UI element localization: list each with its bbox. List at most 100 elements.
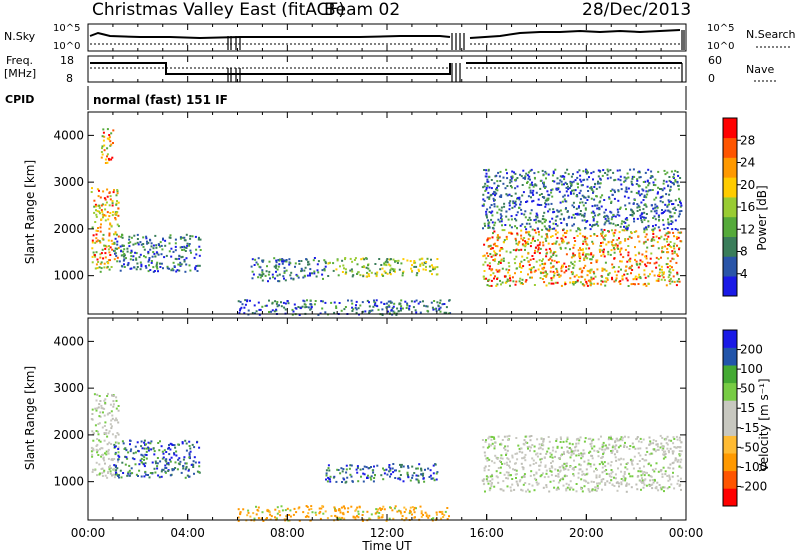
power-echo-cell (443, 303, 446, 305)
power-echo-cell (368, 311, 371, 314)
power-echo-cell (671, 228, 674, 231)
power-echo-cell (597, 180, 599, 183)
nsky-line (89, 29, 681, 40)
power-echo-cell (590, 172, 593, 175)
power-echo-cell (673, 247, 676, 250)
velocity-echo-cell (554, 474, 557, 477)
velocity-echo-cell (554, 450, 557, 453)
velocity-echo-cell (354, 518, 357, 521)
power-echo-cell (647, 220, 650, 223)
power-echo-cell (636, 179, 639, 182)
velocity-echo-cell (378, 516, 381, 519)
power-echo-cell (258, 308, 261, 311)
power-echo-cell (600, 205, 603, 208)
power-echo-cell (170, 269, 173, 272)
power-echo-cell (582, 240, 585, 243)
velocity-echo-cell (543, 476, 546, 479)
velocity-echo-cell (563, 453, 565, 455)
velocity-echo-cell (246, 514, 249, 517)
velocity-echo-cell (544, 465, 547, 468)
velocity-echo-cell (100, 455, 103, 458)
velocity-echo-cell (506, 485, 509, 488)
power-echo-cell (673, 212, 676, 215)
power-echo-cell (660, 188, 663, 190)
power-echo-cell (170, 255, 173, 258)
power-echo-cell (668, 200, 671, 203)
power-echo-cell (526, 182, 528, 184)
power-echo-cell (186, 242, 189, 245)
velocity-echo-cell (422, 472, 425, 475)
velocity-echo-cell (356, 466, 359, 469)
power-echo-cell (135, 257, 138, 260)
power-echo-cell (485, 172, 488, 175)
velocity-echo-cell (517, 444, 520, 447)
velocity-echo-cell (286, 507, 289, 510)
power-echo-cell (93, 211, 96, 214)
velocity-echo-cell (486, 480, 489, 483)
power-echo-cell (619, 207, 621, 210)
power-echo-cell (495, 188, 497, 191)
power-echo-cell (92, 251, 95, 254)
power-echo-cell (593, 212, 596, 215)
velocity-echo-cell (422, 474, 424, 477)
power-echo-cell (579, 210, 582, 212)
power-echo-cell (259, 308, 262, 311)
power-echo-cell (586, 185, 589, 188)
velocity-echo-cell (383, 472, 386, 475)
power-echo-cell (410, 300, 413, 303)
velocity-echo-cell (679, 461, 682, 464)
power-echo-cell (550, 255, 553, 258)
velocity-echo-cell (598, 447, 601, 450)
power-echo-cell (540, 204, 543, 206)
power-echo-cell (661, 195, 664, 198)
power-echo-cell (116, 189, 119, 191)
velocity-echo-cell (578, 439, 581, 442)
power-echo-cell (351, 270, 354, 273)
power-echo-cell (103, 149, 106, 152)
power-echo-cell (98, 266, 101, 269)
velocity-echo-cell (623, 473, 626, 475)
power-echo-cell (285, 269, 288, 272)
velocity-echo-cell (298, 506, 301, 509)
power-echo-cell (546, 197, 549, 200)
power-echo-cell (386, 272, 389, 275)
power-echo-cell (432, 268, 435, 271)
velocity-echo-cell (379, 509, 382, 512)
velocity-echo-cell (524, 482, 527, 484)
power-echo-cell (524, 216, 527, 219)
velocity-echo-cell (140, 461, 143, 464)
power-echo-cell (357, 271, 360, 274)
power-echo-cell (609, 253, 612, 256)
power-echo-cell (355, 300, 358, 303)
power-echo-cell (368, 301, 370, 304)
power-echo-cell (91, 241, 94, 244)
power-echo-cell (653, 262, 656, 265)
power-echo-cell (303, 300, 306, 303)
power-echo-cell (324, 262, 327, 265)
velocity-echo-cell (509, 460, 511, 463)
power-echo-cell (491, 236, 494, 239)
power-echo-cell (616, 244, 619, 247)
velocity-colorbar-tick-label: -200 (740, 479, 767, 493)
power-echo-cell (633, 220, 636, 223)
power-echo-cell (668, 193, 671, 196)
velocity-echo-cell (508, 435, 511, 437)
power-echo-cell (626, 260, 629, 263)
power-echo-cell (595, 223, 598, 226)
velocity-echo-cell (539, 475, 542, 478)
power-echo-cell (624, 204, 627, 207)
power-echo-cell (506, 278, 509, 281)
velocity-echo-cell (506, 445, 509, 448)
power-echo-cell (592, 254, 595, 257)
velocity-echo-cell (548, 490, 551, 493)
power-echo-cell (316, 269, 319, 272)
power-echo-cell (556, 271, 559, 274)
power-echo-cell (280, 305, 283, 308)
power-echo-cell (351, 306, 354, 309)
power-echo-cell (575, 274, 578, 277)
power-echo-cell (543, 211, 546, 214)
velocity-echo-cell (583, 440, 586, 443)
power-echo-cell (510, 226, 513, 229)
power-echo-cell (246, 300, 249, 303)
power-echo-cell (523, 237, 526, 239)
